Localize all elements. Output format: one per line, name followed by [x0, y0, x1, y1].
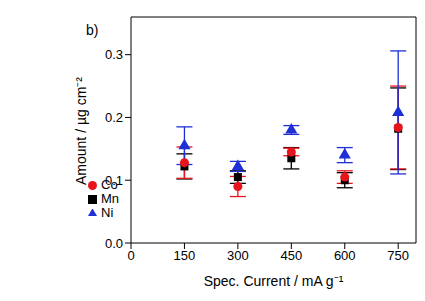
svg-text:450: 450 — [280, 248, 302, 263]
svg-text:300: 300 — [227, 248, 249, 263]
svg-text:0.1: 0.1 — [105, 173, 123, 188]
svg-text:0: 0 — [127, 248, 134, 263]
svg-text:0.0: 0.0 — [105, 236, 123, 251]
svg-text:150: 150 — [174, 248, 196, 263]
svg-text:600: 600 — [334, 248, 356, 263]
svg-text:0.2: 0.2 — [105, 110, 123, 125]
svg-text:0.3: 0.3 — [105, 47, 123, 62]
svg-text:Amount / µg cm⁻²: Amount / µg cm⁻² — [73, 77, 89, 185]
svg-text:Spec. Current / mA g⁻¹: Spec. Current / mA g⁻¹ — [204, 273, 344, 289]
svg-text:750: 750 — [387, 248, 409, 263]
